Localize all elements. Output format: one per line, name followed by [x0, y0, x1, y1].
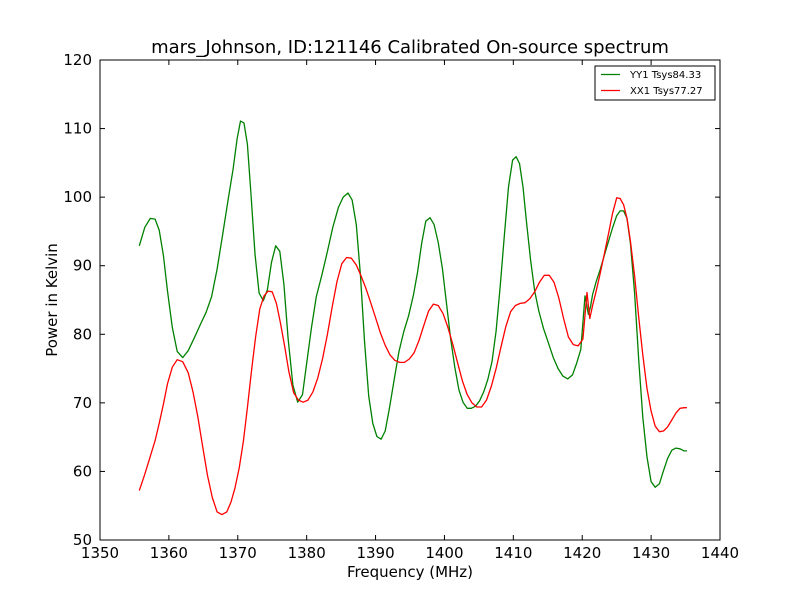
y-tick-label: 70	[73, 394, 92, 412]
x-tick-label: 1370	[219, 544, 257, 562]
y-tick-label: 80	[73, 325, 92, 343]
y-tick-label: 100	[63, 188, 92, 206]
x-tick-label: 1400	[425, 544, 463, 562]
series-layer	[138, 120, 687, 516]
x-tick-label: 1440	[701, 544, 739, 562]
legend-label-xx1: XX1 Tsys77.27	[630, 86, 703, 97]
chart-title: mars_Johnson, ID:121146 Calibrated On-so…	[151, 37, 669, 58]
x-tick-label: 1360	[150, 544, 188, 562]
x-axis-title: Frequency (MHz)	[347, 563, 473, 581]
y-axis-title: Power in Kelvin	[43, 243, 61, 357]
series-line-xx1	[138, 197, 687, 516]
x-tick-label: 1410	[494, 544, 532, 562]
y-tick-label: 120	[63, 51, 92, 69]
plot-area: 1350 1360 1370 1380 1390 1400 1410 1420 1430 1440…	[63, 51, 739, 562]
legend-box	[594, 65, 716, 101]
legend: YY1 Tsys84.33 XX1 Tsys77.27	[594, 65, 716, 101]
y-tick-label: 50	[73, 531, 92, 549]
tick-layer: 1350 1360 1370 1380 1390 1400 1410 1420 1430 1440…	[63, 51, 739, 562]
y-tick-label: 110	[63, 120, 92, 138]
legend-label-yy1: YY1 Tsys84.33	[629, 70, 701, 81]
y-tick-label: 90	[73, 257, 92, 275]
y-tick-label: 60	[73, 462, 92, 480]
plot-frame	[99, 59, 721, 541]
x-tick-label: 1390	[356, 544, 394, 562]
x-tick-label: 1380	[288, 544, 326, 562]
x-tick-label: 1350	[81, 544, 119, 562]
x-tick-label: 1430	[632, 544, 670, 562]
x-tick-label: 1420	[563, 544, 601, 562]
